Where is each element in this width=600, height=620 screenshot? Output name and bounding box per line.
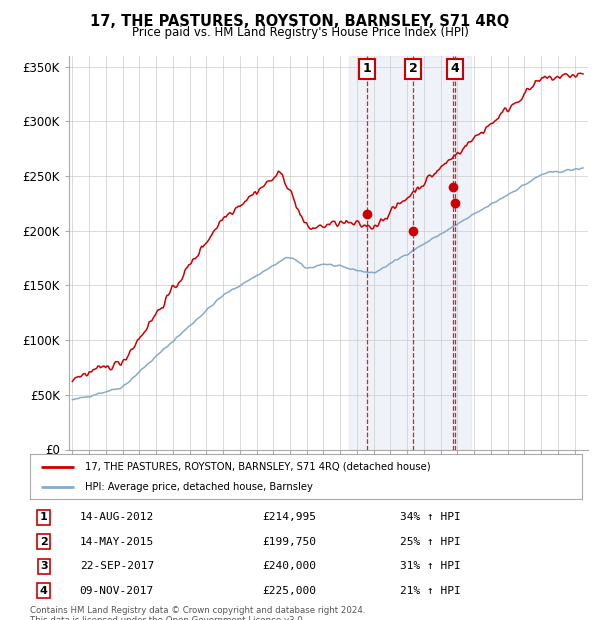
- Text: 14-AUG-2012: 14-AUG-2012: [80, 512, 154, 522]
- Text: 17, THE PASTURES, ROYSTON, BARNSLEY, S71 4RQ: 17, THE PASTURES, ROYSTON, BARNSLEY, S71…: [91, 14, 509, 29]
- Text: Price paid vs. HM Land Registry's House Price Index (HPI): Price paid vs. HM Land Registry's House …: [131, 26, 469, 39]
- Bar: [349, 56, 471, 450]
- Text: 21% ↑ HPI: 21% ↑ HPI: [400, 585, 461, 596]
- Text: £199,750: £199,750: [262, 537, 316, 547]
- Text: 2: 2: [409, 63, 418, 76]
- Text: 31% ↑ HPI: 31% ↑ HPI: [400, 561, 461, 571]
- Text: 4: 4: [451, 63, 460, 76]
- Text: 1: 1: [363, 63, 371, 76]
- Text: 14-MAY-2015: 14-MAY-2015: [80, 537, 154, 547]
- Text: 4: 4: [40, 585, 48, 596]
- Text: 17, THE PASTURES, ROYSTON, BARNSLEY, S71 4RQ (detached house): 17, THE PASTURES, ROYSTON, BARNSLEY, S71…: [85, 461, 431, 472]
- Text: £214,995: £214,995: [262, 512, 316, 522]
- Text: £225,000: £225,000: [262, 585, 316, 596]
- Text: 34% ↑ HPI: 34% ↑ HPI: [400, 512, 461, 522]
- Text: HPI: Average price, detached house, Barnsley: HPI: Average price, detached house, Barn…: [85, 482, 313, 492]
- Text: 2: 2: [40, 537, 47, 547]
- Text: £240,000: £240,000: [262, 561, 316, 571]
- Text: 3: 3: [40, 561, 47, 571]
- Text: 1: 1: [40, 512, 47, 522]
- Text: Contains HM Land Registry data © Crown copyright and database right 2024.
This d: Contains HM Land Registry data © Crown c…: [30, 606, 365, 620]
- Text: 09-NOV-2017: 09-NOV-2017: [80, 585, 154, 596]
- Text: 25% ↑ HPI: 25% ↑ HPI: [400, 537, 461, 547]
- Text: 22-SEP-2017: 22-SEP-2017: [80, 561, 154, 571]
